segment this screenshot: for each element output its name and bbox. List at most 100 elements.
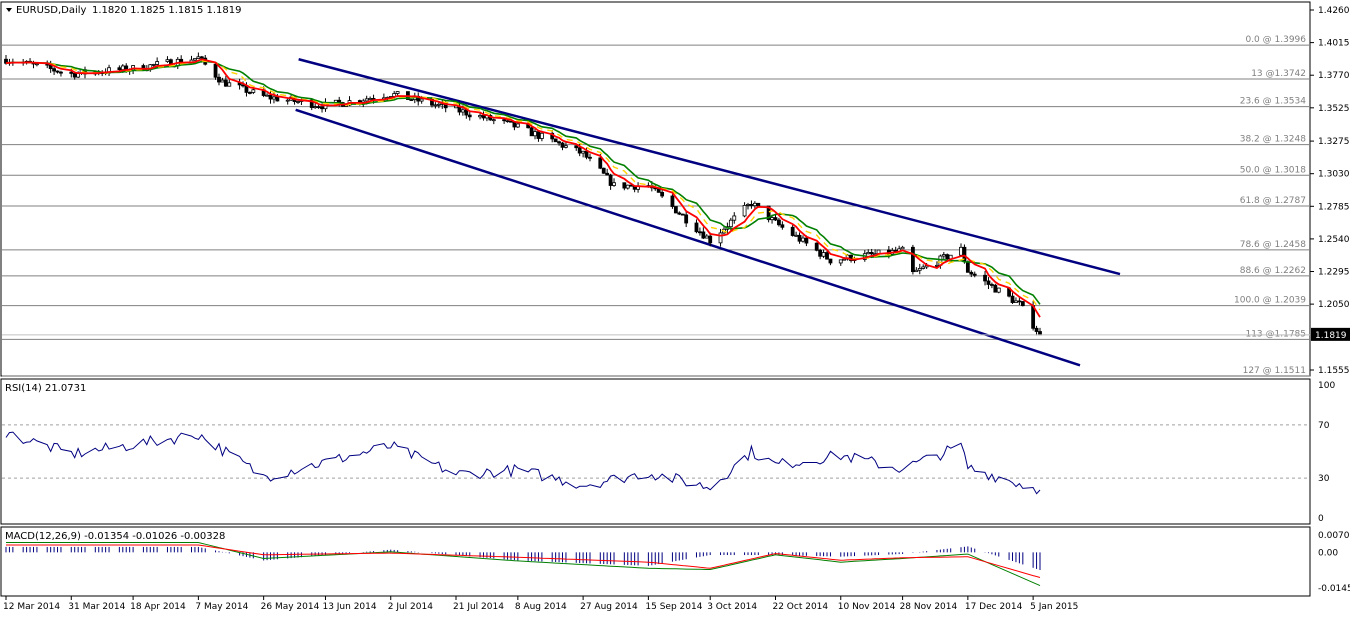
- candle-body: [481, 115, 486, 119]
- candle-body: [708, 235, 713, 244]
- candle-body: [313, 106, 318, 109]
- symbol-label: EURUSD,Daily: [16, 5, 87, 16]
- fib-level-label: 88.6 @ 1.2262: [1240, 266, 1306, 276]
- candle-body: [732, 215, 737, 221]
- candle-body: [564, 145, 568, 148]
- candle-body: [509, 120, 513, 123]
- candle-body: [842, 258, 847, 261]
- candle-body: [368, 98, 373, 100]
- candle-body: [660, 191, 665, 197]
- candle-body: [1010, 295, 1015, 303]
- candle-body: [770, 217, 774, 221]
- price-tick-label: 1.2785: [1318, 202, 1350, 212]
- candle-body: [151, 64, 156, 66]
- candle-body: [965, 261, 970, 273]
- candle-body: [701, 231, 706, 239]
- dropdown-arrow-icon[interactable]: [6, 8, 12, 12]
- candle-body: [557, 141, 561, 144]
- candle-body: [900, 246, 905, 250]
- candle-body: [673, 206, 678, 214]
- x-tick-label: 22 Oct 2014: [772, 602, 828, 612]
- fibonacci-levels: 0.0 @ 1.3996 13 @1.3742 23.6 @ 1.3534 38.2 …: [2, 35, 1310, 377]
- candle-body: [598, 157, 603, 169]
- candle-body: [478, 115, 482, 118]
- candle-body: [993, 284, 998, 293]
- candle-body: [199, 56, 204, 59]
- x-tick-label: 31 Mar 2014: [68, 602, 125, 612]
- ohlc-values: 1.1820 1.1825 1.1815 1.1819: [92, 5, 242, 16]
- candle-body: [491, 119, 496, 122]
- price-tick-label: 1.3030: [1318, 170, 1350, 180]
- price-tick-label: 1.3525: [1318, 104, 1350, 114]
- macd-tick-label: -0.01452: [1318, 584, 1350, 594]
- candle-body: [828, 258, 833, 264]
- x-tick-label: 18 Apr 2014: [130, 602, 186, 612]
- x-tick-label: 2 Jul 2014: [388, 602, 433, 612]
- macd-tick-label: 0.00: [1318, 548, 1338, 558]
- x-tick-label: 3 Oct 2014: [707, 602, 757, 612]
- price-tick-label: 1.3770: [1318, 71, 1350, 81]
- candle-body: [670, 195, 675, 207]
- candle-body: [430, 98, 434, 106]
- macd-indicator: 0.00706 0.00 -0.01452: [5, 531, 1350, 594]
- candle-body: [972, 273, 977, 276]
- candle-body: [866, 251, 871, 255]
- candle-body: [395, 91, 400, 94]
- candle-body: [608, 174, 613, 186]
- candle-body: [588, 156, 592, 159]
- candle-body: [749, 203, 754, 207]
- candle-body: [838, 259, 843, 264]
- candle-body: [72, 73, 77, 78]
- candle-body: [990, 284, 994, 286]
- candle-body: [581, 150, 586, 154]
- candle-body: [684, 214, 689, 224]
- candle-body: [69, 71, 74, 74]
- candle-body: [869, 251, 874, 255]
- x-tick-label: 28 Nov 2014: [900, 602, 958, 612]
- fib-level-label: 78.6 @ 1.2458: [1240, 240, 1307, 250]
- candle-body: [910, 246, 915, 273]
- candle-body: [223, 79, 228, 87]
- candle-body: [265, 94, 269, 97]
- candle-body: [752, 202, 757, 207]
- x-tick-label: 7 May 2014: [195, 602, 248, 612]
- candle-body: [921, 266, 926, 269]
- candle-body: [241, 84, 245, 87]
- price-tick-label: 1.2540: [1318, 235, 1350, 245]
- price-tick-label: 1.4015: [1318, 39, 1350, 49]
- candle-body: [794, 234, 798, 237]
- candle-body: [436, 103, 441, 106]
- candle-body: [553, 138, 558, 143]
- candle-body: [986, 280, 991, 285]
- candle-body: [320, 106, 324, 110]
- fib-level-label: 100.0 @ 1.2039: [1234, 296, 1306, 306]
- candle-body: [296, 101, 300, 103]
- x-tick-label: 12 Mar 2014: [3, 602, 60, 612]
- candle-body: [698, 231, 702, 234]
- ma-mid-line: [5, 60, 1041, 311]
- candle-body: [577, 147, 582, 154]
- candle-body: [574, 145, 579, 149]
- fib-level-label: 38.2 @ 1.3248: [1240, 135, 1307, 145]
- candle-body: [364, 98, 369, 102]
- candle-body: [460, 109, 465, 113]
- candle-body: [777, 219, 781, 226]
- rsi-indicator: 100 70 30 0: [2, 381, 1335, 524]
- fib-level-label: 23.6 @ 1.3534: [1240, 97, 1307, 107]
- candle-body: [612, 182, 616, 186]
- candle-body: [248, 92, 252, 94]
- candle-body: [718, 232, 723, 244]
- candle-body: [814, 242, 819, 251]
- price-tick-label: 1.3275: [1318, 137, 1350, 147]
- candle-body: [780, 224, 785, 228]
- macd-line: [6, 542, 1041, 587]
- candle-body: [756, 202, 761, 207]
- candle-body: [515, 123, 520, 128]
- candle-body: [155, 61, 160, 65]
- candle-body: [804, 237, 809, 244]
- candle-body: [797, 234, 802, 242]
- candle-body: [467, 114, 472, 118]
- candle-body: [268, 94, 273, 100]
